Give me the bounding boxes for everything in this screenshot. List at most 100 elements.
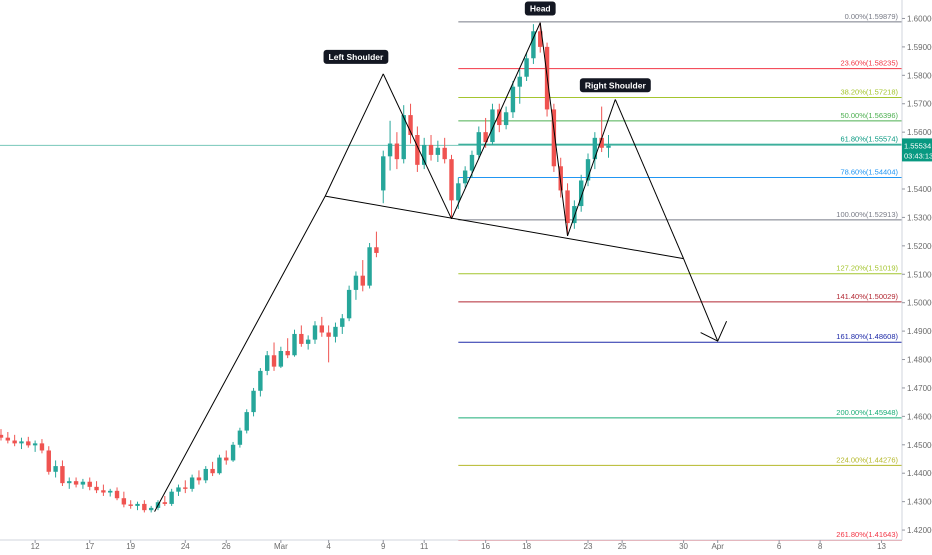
candle-body-16: [108, 490, 113, 493]
time-tick-label-5: Mar: [274, 542, 288, 550]
candle-body-61: [415, 135, 420, 165]
candle-body-44: [299, 333, 304, 344]
candle-body-60: [408, 115, 413, 135]
fib-label-11: 224.00%(1.44276): [836, 455, 898, 464]
time-tick-label-1: 17: [85, 542, 94, 550]
candle-body-18: [121, 498, 127, 505]
candle-body-57: [387, 143, 393, 157]
candle-body-28: [189, 477, 195, 489]
candle-body-79: [538, 31, 543, 47]
time-tick-label-13: 30: [679, 542, 688, 550]
candle-body-7: [46, 450, 51, 472]
annotation-text: Left Shoulder: [329, 52, 384, 62]
time-tick-label-9: 16: [481, 542, 490, 550]
annotation-box: [579, 78, 651, 93]
candle-body-41: [278, 351, 284, 367]
price-tick-label-8: 1.51000: [907, 270, 932, 279]
candle-body-74: [503, 112, 509, 126]
candle-body-73: [497, 109, 502, 126]
pattern-line-7[interactable]: [325, 195, 684, 260]
fib-label-9: 161.80%(1.48608): [836, 332, 898, 341]
price-tick-label-17: 1.42000: [907, 526, 932, 535]
candle-body-43: [292, 333, 297, 356]
pattern-line-1[interactable]: [324, 73, 384, 197]
candle-body-76: [517, 76, 522, 87]
time-axis: 12 17 19 24 26 Mar 4 9 11 16 18 23 25 30 Apr 6 8 13: [0, 539, 902, 551]
fib-label-6: 100.00%(1.52913): [836, 210, 898, 219]
candle-body-52: [353, 275, 359, 290]
candle-body-35: [237, 430, 243, 445]
candle-body-27: [183, 487, 188, 489]
pattern-line-5[interactable]: [567, 99, 616, 237]
candle-body-58: [394, 143, 400, 160]
candle-body-64: [435, 147, 441, 155]
candle-body-4: [26, 441, 31, 446]
time-tick-label-3: 24: [181, 542, 190, 550]
time-tick-label-16: 8: [818, 542, 823, 550]
candle-body-51: [346, 289, 352, 319]
candle-body-56: [381, 156, 386, 191]
candle-body-0: [0, 434, 4, 438]
pattern-line-4[interactable]: [539, 22, 569, 236]
price-tick-label-10: 1.49000: [907, 327, 932, 336]
candle-body-50: [340, 318, 345, 327]
candle-body-31: [210, 468, 215, 474]
annotation-left-shoulder[interactable]: Left Shoulder: [323, 49, 389, 64]
candle-body-2: [12, 440, 17, 444]
candle-body-46: [312, 325, 318, 340]
candle-body-40: [271, 355, 277, 367]
pattern-line-2[interactable]: [382, 73, 452, 220]
candle-body-5: [32, 443, 38, 446]
candle-body-47: [319, 325, 325, 333]
candle-body-48: [326, 332, 331, 337]
time-tick-label-14: Apr: [711, 542, 724, 550]
candle-body-85: [578, 180, 584, 207]
annotation-right-shoulder[interactable]: Right Shoulder: [579, 78, 651, 93]
fib-label-5: 78.60%(1.54404): [840, 168, 898, 177]
candle-body-65: [442, 147, 447, 160]
price-tick-label-1: 1.59000: [907, 43, 932, 52]
pattern-line-3[interactable]: [451, 22, 541, 220]
fib-label-0: 0.00%(1.59879): [845, 12, 899, 21]
candle-body-21: [142, 503, 147, 511]
candles: [0, 22, 611, 513]
candle-body-87: [592, 137, 598, 160]
price-axis: 1.60000 1.59000 1.58000 1.57000 1.56000 1.540…: [901, 0, 932, 540]
price-tick-label-0: 1.60000: [907, 14, 932, 23]
annotation-head[interactable]: Head: [524, 1, 556, 16]
candle-body-75: [510, 86, 516, 113]
pattern-line-0[interactable]: [154, 195, 326, 512]
candle-body-3: [19, 441, 24, 444]
candle-body-67: [456, 183, 461, 201]
candle-body-17: [114, 490, 120, 499]
candle-body-33: [224, 457, 229, 461]
time-tick-label-6: 4: [326, 542, 331, 550]
candle-body-26: [176, 487, 181, 492]
time-tick-label-17: 13: [877, 542, 886, 550]
price-tick-label-9: 1.50000: [907, 299, 932, 308]
candle-body-70: [476, 132, 482, 155]
candle-body-78: [531, 31, 536, 59]
time-tick-label-4: 26: [222, 542, 231, 550]
candle-body-77: [524, 58, 529, 77]
candle-body-88: [599, 137, 604, 148]
price-tick-label-7: 1.52000: [907, 242, 932, 251]
price-tick-label-12: 1.47000: [907, 384, 932, 393]
fib-label-1: 23.60%(1.58235): [840, 59, 898, 68]
candle-body-59: [401, 115, 406, 160]
time-tick-label-12: 25: [618, 542, 627, 550]
pattern-line-6[interactable]: [614, 99, 685, 259]
price-tick-label-2: 1.58000: [907, 71, 932, 80]
annotation-box: [524, 1, 556, 16]
candle-body-29: [196, 477, 202, 481]
candle-body-38: [258, 370, 263, 391]
candle-body-6: [39, 443, 45, 451]
price-tick-label-16: 1.43000: [907, 498, 932, 507]
candle-body-42: [285, 351, 290, 356]
candle-body-84: [572, 206, 577, 224]
pattern-line-8[interactable]: [683, 258, 719, 342]
time-tick-label-0: 12: [31, 542, 40, 550]
candle-body-34: [230, 444, 236, 461]
